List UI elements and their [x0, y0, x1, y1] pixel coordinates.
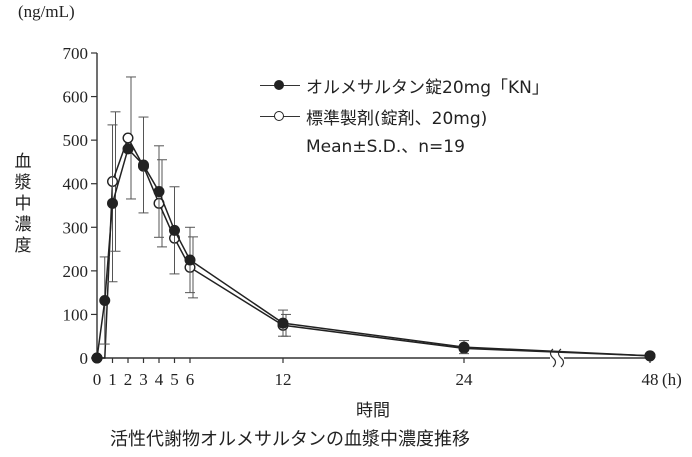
x-tick-label: 12 — [275, 370, 292, 389]
legend-label-test: オルメサルタン錠20mg「KN」 — [306, 78, 549, 98]
legend: オルメサルタン錠20mg「KN」 標準製剤(錠剤、20mg) Mean±S.D.… — [260, 70, 549, 162]
x-tick-label: 24 — [456, 370, 474, 389]
data-point-test — [99, 294, 111, 306]
y-tick-label: 0 — [80, 349, 89, 368]
data-point-test — [458, 341, 470, 353]
data-point-test — [277, 317, 289, 329]
chart-caption: 活性代謝物オルメサルタンの血漿中濃度推移 — [110, 429, 470, 450]
y-tick-label: 500 — [63, 131, 89, 150]
filled-circle-marker-icon — [260, 79, 300, 93]
data-point-test — [184, 254, 196, 266]
y-unit-label: (ng/mL) — [18, 2, 75, 21]
y-tick-label: 700 — [63, 44, 89, 63]
data-point-test — [137, 159, 149, 171]
y-tick-label: 200 — [63, 262, 89, 281]
y-tick-label: 100 — [63, 305, 89, 324]
data-point-test — [644, 350, 656, 362]
legend-note: Mean±S.D.、n=19 — [306, 137, 465, 157]
open-circle-marker-icon — [260, 110, 300, 124]
x-tick-label: 4 — [155, 370, 164, 389]
legend-label-reference: 標準製剤(錠剤、20mg) — [306, 109, 488, 129]
x-tick-label: 48 — [642, 370, 659, 389]
data-point-test — [91, 352, 103, 364]
y-tick-label: 400 — [63, 175, 89, 194]
series-line-reference — [97, 136, 651, 359]
data-point-reference — [122, 132, 134, 144]
y-axis-label: 血漿中濃度 — [14, 152, 32, 256]
x-tick-label: 5 — [170, 370, 179, 389]
y-tick-label: 600 — [63, 88, 89, 107]
x-axis-label: 時間 — [356, 401, 390, 421]
x-tick-label: 6 — [186, 370, 195, 389]
data-point-test — [153, 186, 165, 198]
legend-item-test: オルメサルタン錠20mg「KN」 — [260, 70, 549, 101]
x-tick-label: 0 — [93, 370, 102, 389]
x-tick-label: 1 — [108, 370, 117, 389]
legend-item-reference: 標準製剤(錠剤、20mg) — [260, 101, 549, 132]
x-unit-label: (h) — [662, 370, 682, 389]
y-tick-label: 300 — [63, 218, 89, 237]
x-tick-label: 3 — [139, 370, 148, 389]
x-tick-label: 2 — [124, 370, 133, 389]
data-point-test — [122, 143, 134, 155]
data-point-test — [106, 197, 118, 209]
data-point-test — [168, 224, 180, 236]
series-line-test — [96, 147, 651, 359]
